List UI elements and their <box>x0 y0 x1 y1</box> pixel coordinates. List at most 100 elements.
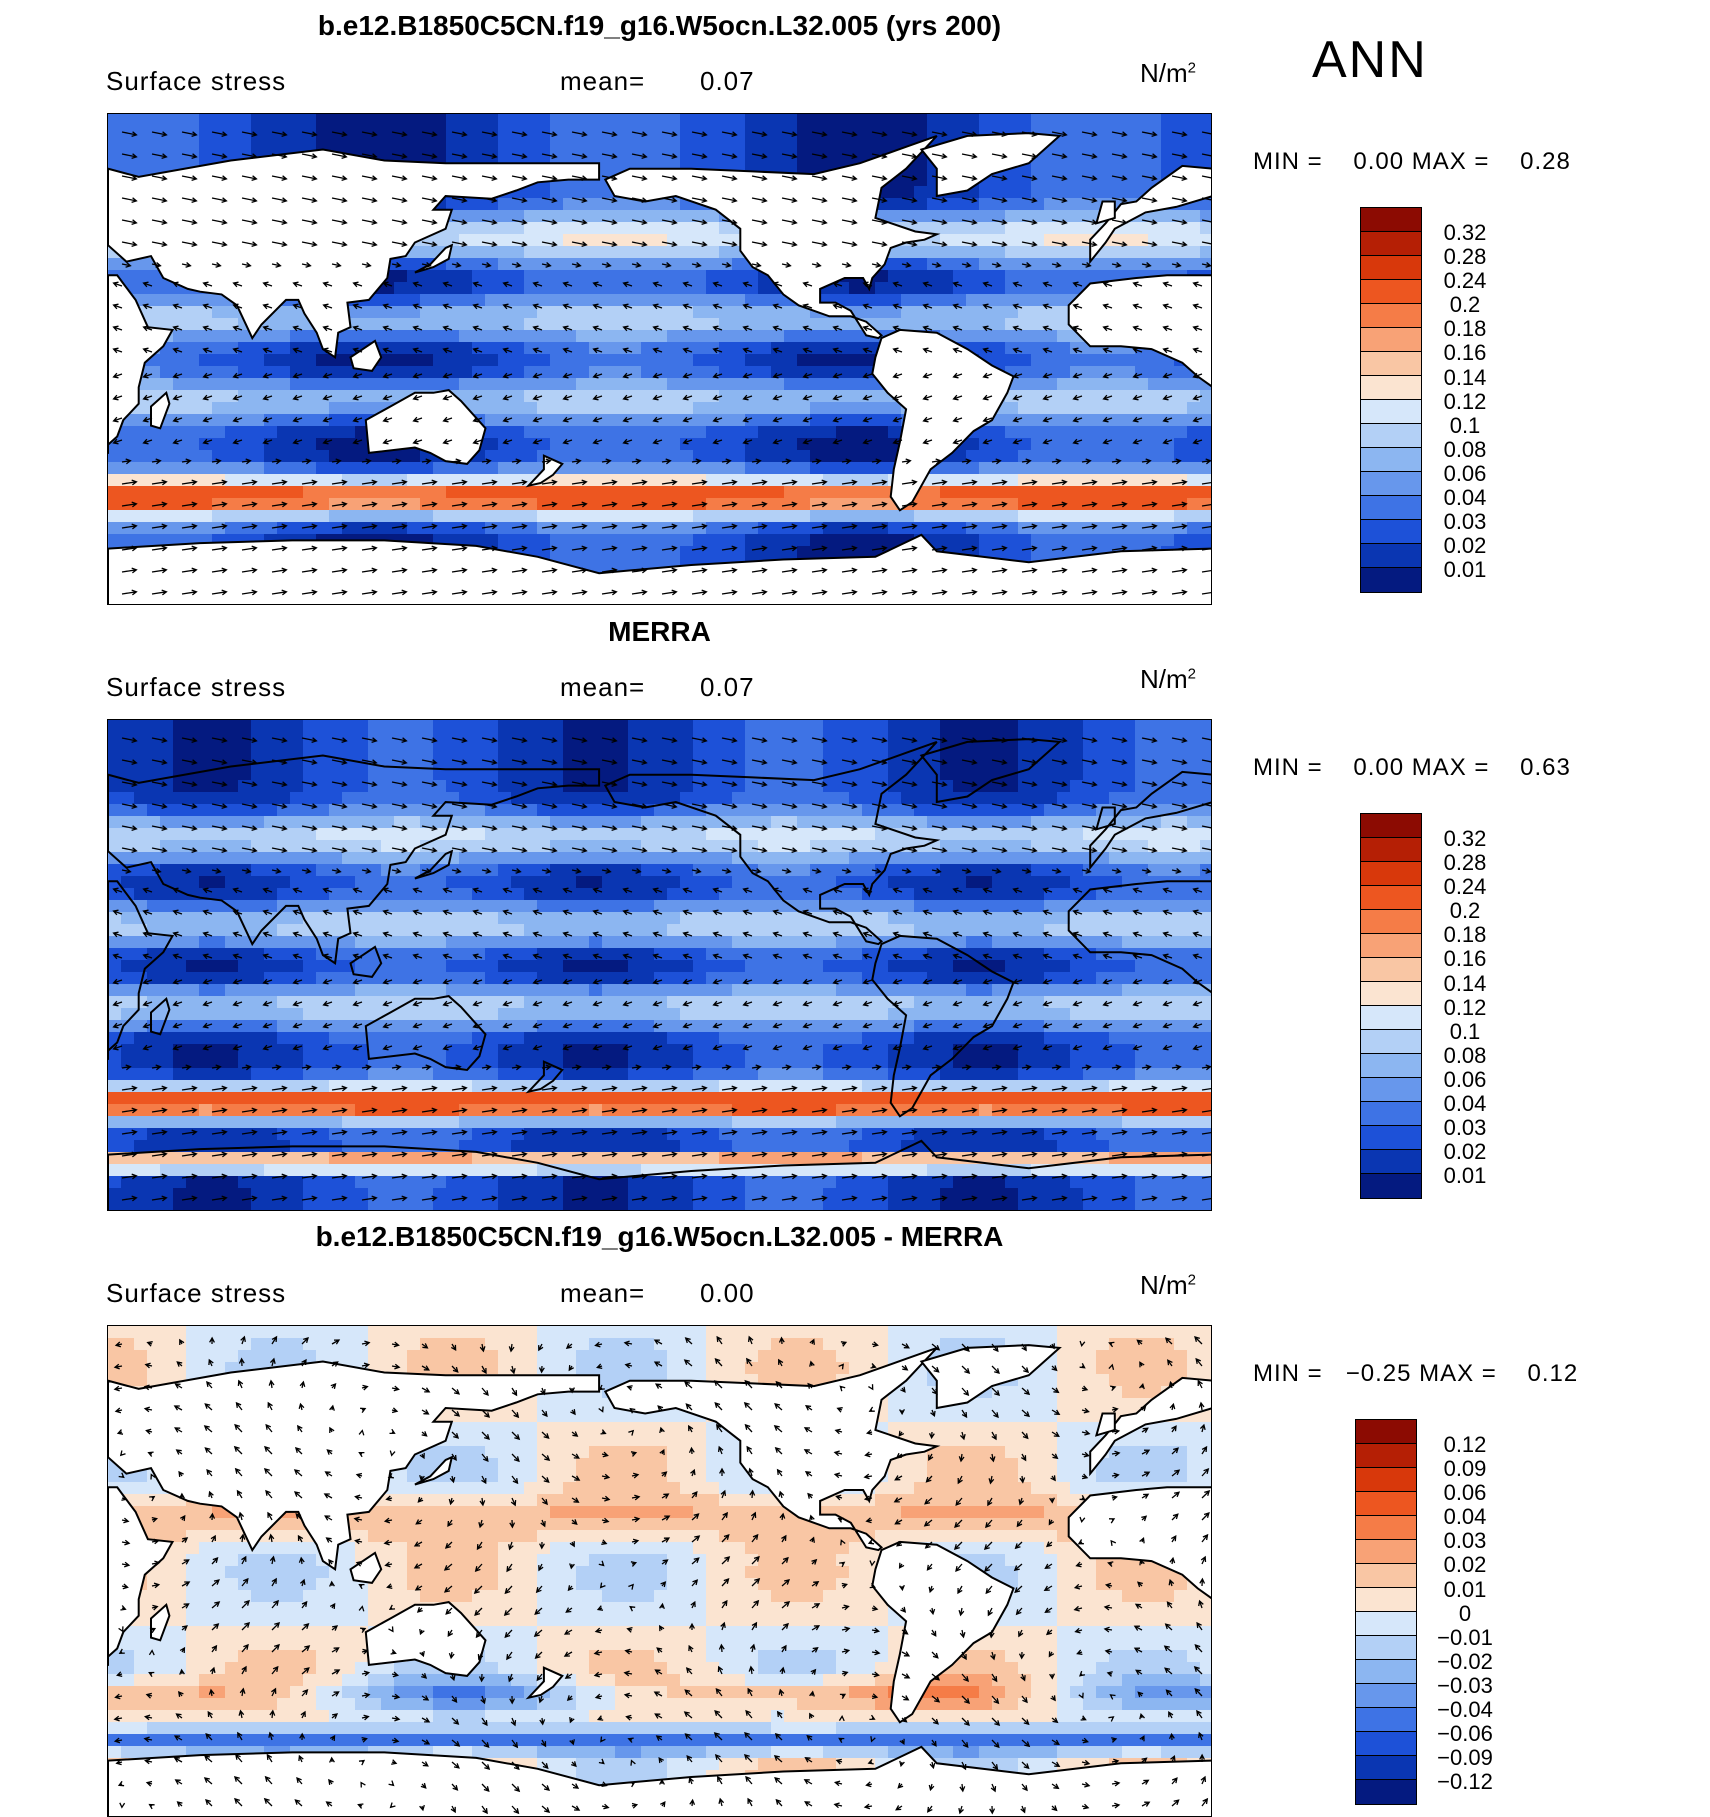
variable-label: Surface stress <box>106 672 286 703</box>
colorbar-swatch <box>1356 1684 1416 1708</box>
colorbar-level-label: 0.18 <box>1430 923 1500 947</box>
colorbar-swatch <box>1361 328 1421 352</box>
colorbar-swatch <box>1361 208 1421 232</box>
colorbar-swatch <box>1361 376 1421 400</box>
colorbar-level-label: 0.32 <box>1430 221 1500 245</box>
colorbar-swatch <box>1361 1054 1421 1078</box>
map-svg <box>108 1326 1212 1817</box>
colorbar-level-label: 0.03 <box>1430 510 1500 534</box>
colorbar-level-label: 0.2 <box>1430 899 1500 923</box>
colorbar-swatch <box>1361 232 1421 256</box>
min-max-readout: MIN = 0.00 MAX = 0.63 <box>1253 754 1571 782</box>
colorbar-level-label: 0.14 <box>1430 366 1500 390</box>
colorbar-level-label: 0.03 <box>1430 1116 1500 1140</box>
colorbar-level-label: 0.03 <box>1430 1529 1500 1553</box>
map-svg <box>108 114 1212 605</box>
colorbar-swatch <box>1361 958 1421 982</box>
map-panel <box>107 719 1212 1211</box>
colorbar-level-label: 0.04 <box>1430 1092 1500 1116</box>
colorbar-level-label: 0.04 <box>1430 1505 1500 1529</box>
map-panel <box>107 113 1212 605</box>
colorbar-level-label: −0.06 <box>1430 1722 1500 1746</box>
colorbar-level-label: 0.06 <box>1430 1481 1500 1505</box>
panel-title: b.e12.B1850C5CN.f19_g16.W5ocn.L32.005 - … <box>107 1221 1212 1253</box>
colorbar-level-label: 0.02 <box>1430 534 1500 558</box>
colorbar-swatch <box>1361 982 1421 1006</box>
colorbar-level-label: −0.03 <box>1430 1674 1500 1698</box>
colorbar-swatch <box>1361 400 1421 424</box>
colorbar <box>1355 1419 1417 1805</box>
colorbar-level-label: 0.12 <box>1430 996 1500 1020</box>
colorbar-level-label: −0.02 <box>1430 1650 1500 1674</box>
colorbar-swatch <box>1361 934 1421 958</box>
map-svg <box>108 720 1212 1211</box>
colorbar-swatch <box>1356 1564 1416 1588</box>
colorbar-swatch <box>1361 1006 1421 1030</box>
colorbar-swatch <box>1356 1420 1416 1444</box>
colorbar-level-label: −0.09 <box>1430 1746 1500 1770</box>
colorbar-level-label: 0.16 <box>1430 947 1500 971</box>
colorbar-level-label: −0.04 <box>1430 1698 1500 1722</box>
colorbar-level-label: 0.06 <box>1430 1068 1500 1092</box>
colorbar-level-label: 0.08 <box>1430 438 1500 462</box>
colorbar-level-label: 0.08 <box>1430 1044 1500 1068</box>
colorbar-swatch <box>1356 1756 1416 1780</box>
colorbar-swatch <box>1361 1102 1421 1126</box>
colorbar-level-label: 0.1 <box>1430 1020 1500 1044</box>
colorbar-swatch <box>1361 838 1421 862</box>
colorbar-level-label: 0.24 <box>1430 269 1500 293</box>
colorbar-swatch <box>1361 814 1421 838</box>
colorbar-level-label: 0.04 <box>1430 486 1500 510</box>
colorbar-level-label: 0.12 <box>1430 390 1500 414</box>
min-max-readout: MIN = −0.25 MAX = 0.12 <box>1253 1360 1578 1388</box>
colorbar-swatch <box>1361 1150 1421 1174</box>
colorbar-level-label: 0.01 <box>1430 1578 1500 1602</box>
colorbar-swatch <box>1361 1078 1421 1102</box>
colorbar-swatch <box>1356 1516 1416 1540</box>
stress-field <box>108 720 1212 1211</box>
colorbar-swatch <box>1361 1030 1421 1054</box>
mean-label: mean= <box>560 1278 645 1309</box>
min-max-readout: MIN = 0.00 MAX = 0.28 <box>1253 148 1571 176</box>
variable-label: Surface stress <box>106 1278 286 1309</box>
colorbar-level-label: 0.28 <box>1430 851 1500 875</box>
colorbar-swatch <box>1361 280 1421 304</box>
colorbar-level-label: 0 <box>1430 1602 1500 1626</box>
colorbar-swatch <box>1356 1540 1416 1564</box>
colorbar-swatch <box>1361 304 1421 328</box>
colorbar-level-label: 0.09 <box>1430 1457 1500 1481</box>
colorbar-swatch <box>1356 1636 1416 1660</box>
mean-value: 0.00 <box>700 1278 755 1309</box>
colorbar-swatch <box>1361 424 1421 448</box>
colorbar-swatch <box>1361 448 1421 472</box>
colorbar-level-label: 0.32 <box>1430 827 1500 851</box>
colorbar-level-label: 0.12 <box>1430 1433 1500 1457</box>
colorbar-swatch <box>1356 1588 1416 1612</box>
colorbar-swatch <box>1361 520 1421 544</box>
colorbar-level-label: 0.24 <box>1430 875 1500 899</box>
colorbar-swatch <box>1361 472 1421 496</box>
season-label: ANN <box>1312 30 1428 90</box>
colorbar-level-label: 0.02 <box>1430 1140 1500 1164</box>
map-panel <box>107 1325 1212 1817</box>
colorbar-level-label: 0.14 <box>1430 972 1500 996</box>
colorbar-level-label: 0.1 <box>1430 414 1500 438</box>
colorbar-swatch <box>1361 1126 1421 1150</box>
colorbar-level-label: 0.01 <box>1430 1164 1500 1188</box>
colorbar-swatch <box>1356 1612 1416 1636</box>
mean-label: mean= <box>560 66 645 97</box>
mean-label: mean= <box>560 672 645 703</box>
variable-label: Surface stress <box>106 66 286 97</box>
colorbar-swatch <box>1361 352 1421 376</box>
colorbar-swatch <box>1356 1780 1416 1804</box>
panel-title: b.e12.B1850C5CN.f19_g16.W5ocn.L32.005 (y… <box>107 10 1212 42</box>
colorbar-level-label: 0.02 <box>1430 1553 1500 1577</box>
units-label: N/m2 <box>1140 664 1196 695</box>
colorbar-level-label: −0.12 <box>1430 1770 1500 1794</box>
colorbar-swatch <box>1356 1732 1416 1756</box>
colorbar-swatch <box>1361 568 1421 592</box>
colorbar-swatch <box>1361 544 1421 568</box>
